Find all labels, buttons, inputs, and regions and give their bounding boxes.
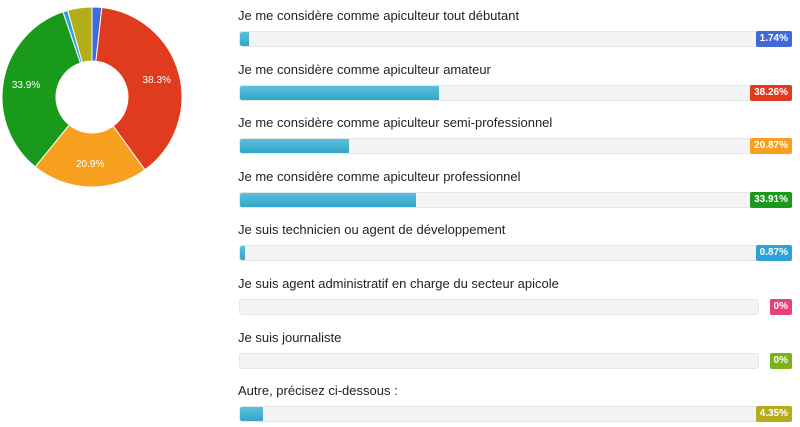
progress-bar-fill — [240, 32, 250, 46]
percent-badge: 1.74% — [755, 31, 792, 47]
result-row: Je me considère comme apiculteur tout dé… — [238, 8, 796, 58]
result-label: Autre, précisez ci-dessous : — [238, 383, 398, 398]
slice-label: 20.9% — [76, 159, 104, 170]
slice-label: 33.9% — [12, 80, 40, 91]
progress-bar-fill — [240, 193, 417, 207]
donut-slice — [1, 11, 82, 168]
progress-bar — [239, 353, 759, 369]
result-row: Je suis journaliste 0% — [238, 330, 796, 380]
result-row: Autre, précisez ci-dessous : 4.35% — [238, 383, 796, 427]
progress-bar — [239, 406, 759, 422]
percent-badge: 38.26% — [750, 85, 792, 101]
donut-slice — [95, 6, 183, 171]
result-label: Je me considère comme apiculteur profess… — [238, 169, 521, 184]
result-row: Je me considère comme apiculteur semi-pr… — [238, 115, 796, 165]
percent-badge: 0.87% — [755, 245, 792, 261]
donut-chart-svg: 38.3% 20.9% 33.9% — [1, 6, 183, 188]
progress-bar — [239, 138, 759, 154]
progress-bar-fill — [240, 139, 349, 153]
result-row: Je me considère comme apiculteur profess… — [238, 169, 796, 219]
result-label: Je me considère comme apiculteur amateur — [238, 62, 491, 77]
donut-slice — [34, 124, 146, 188]
percent-badge: 33.91% — [750, 192, 792, 208]
percent-badge: 4.35% — [755, 406, 792, 422]
slice-label: 38.3% — [143, 75, 171, 86]
result-label: Je suis journaliste — [238, 330, 342, 345]
progress-bar-fill — [240, 246, 245, 260]
percent-badge: 0% — [769, 353, 792, 369]
progress-bar — [239, 192, 759, 208]
donut-slice — [67, 6, 93, 63]
result-label: Je me considère comme apiculteur semi-pr… — [238, 115, 553, 130]
result-row: Je suis agent administratif en charge du… — [238, 276, 796, 326]
progress-bar — [239, 245, 759, 261]
percent-badge: 0% — [769, 299, 792, 315]
result-row: Je suis technicien ou agent de développe… — [238, 222, 796, 272]
result-label: Je suis technicien ou agent de développe… — [238, 222, 506, 237]
donut-chart: 38.3% 20.9% 33.9% — [0, 0, 190, 200]
progress-bar — [239, 85, 759, 101]
percent-badge: 20.87% — [750, 138, 792, 154]
progress-bar-fill — [240, 407, 263, 421]
progress-bar — [239, 299, 759, 315]
result-row: Je me considère comme apiculteur amateur… — [238, 62, 796, 112]
progress-bar-fill — [240, 86, 439, 100]
result-label: Je suis agent administratif en charge du… — [238, 276, 559, 291]
progress-bar — [239, 31, 759, 47]
result-label: Je me considère comme apiculteur tout dé… — [238, 8, 520, 23]
